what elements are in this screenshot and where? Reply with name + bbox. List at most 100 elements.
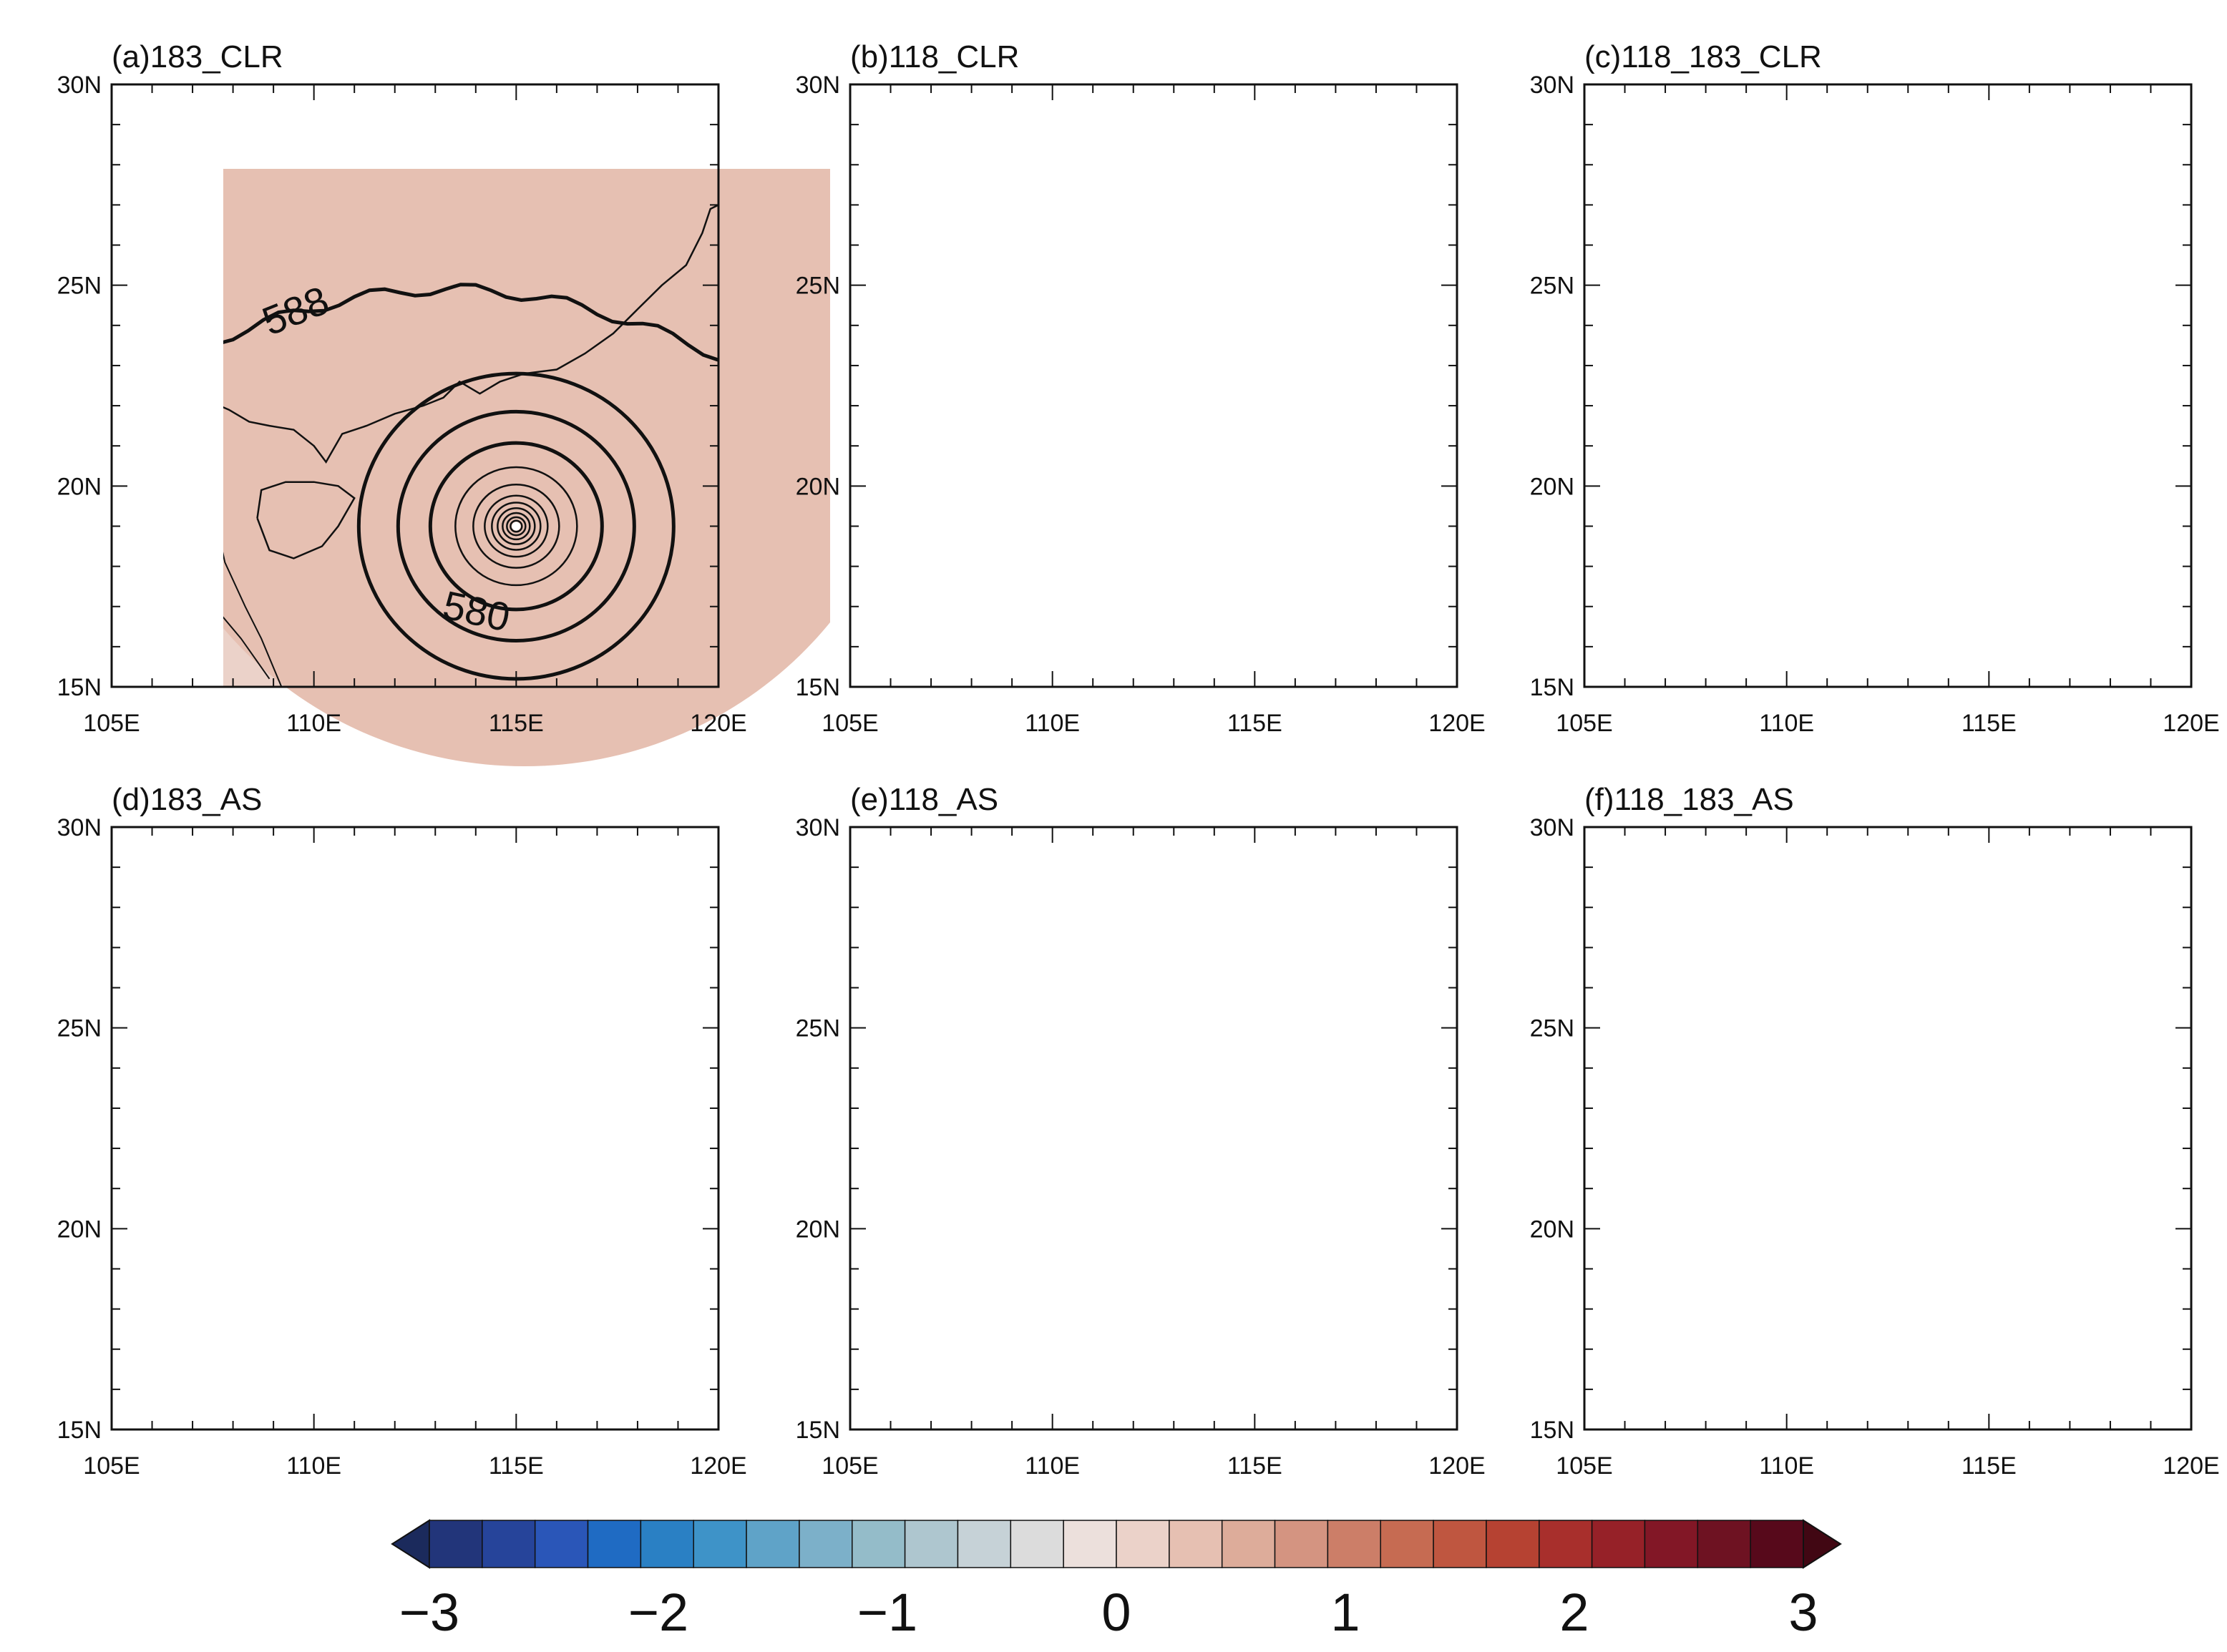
colorbar-swatch [1380, 1520, 1434, 1568]
low-contour [359, 1116, 673, 1422]
colorbar-swatch [1116, 1520, 1170, 1568]
low-contour [1169, 1186, 1340, 1352]
low-contour [510, 1264, 522, 1275]
low-contour [1983, 521, 1994, 532]
contour-label-588: 588 [995, 1020, 1073, 1086]
anomaly-level [1039, 891, 1487, 1322]
country-border [112, 615, 152, 687]
panel-title: (a)183_CLR [112, 39, 283, 74]
colorbar-tick-label: 0 [1101, 1583, 1131, 1642]
lat-tick-label: 30N [57, 814, 102, 841]
lat-tick-label: 30N [1530, 72, 1574, 99]
country-border [223, 552, 283, 688]
anomaly-level [1727, 853, 2227, 1373]
lon-tick-label: 120E [2163, 710, 2219, 737]
country-border [850, 506, 1008, 678]
lat-tick-label: 25N [1530, 1015, 1574, 1042]
panel-c: 588 580 15N 20N 25N 30N 105E 110E 115E 120E (c)118… [1530, 5, 2227, 766]
lat-tick-label: 20N [57, 1216, 102, 1243]
contour-label-580: 580 [439, 1324, 514, 1382]
anomaly-level [1890, 992, 2105, 1191]
panel-c-field: 588 580 [1584, 5, 2227, 766]
low-contour [1236, 508, 1273, 544]
colorbar: −3 −2 −1 0 1 2 3 [391, 1519, 1842, 1642]
colorbar-swatch [1591, 1520, 1646, 1568]
colorbar-swatch [799, 1520, 853, 1568]
negative-anomaly-band [1584, 827, 2191, 864]
low-contour [1928, 1210, 2050, 1328]
low-contour [507, 1260, 525, 1278]
lon-tick-label: 120E [1428, 1452, 1485, 1480]
coastline [1584, 205, 2191, 461]
colorbar-swatch [1221, 1520, 1276, 1568]
lon-tick-label: 115E [1227, 710, 1282, 737]
country-border [891, 1168, 1020, 1429]
low-centre [512, 522, 521, 531]
lon-tick-label: 120E [2163, 1452, 2219, 1480]
low-contour [1957, 1238, 2020, 1299]
low-contour [1223, 1238, 1286, 1299]
colorbar-tick-label: 1 [1330, 1583, 1360, 1642]
country-border [223, 616, 271, 680]
country-border [850, 1248, 1008, 1421]
colorbar-tick-label: 2 [1559, 1583, 1589, 1642]
colorbar-tick-label: −2 [628, 1583, 688, 1642]
low-contour [1983, 1264, 1994, 1275]
lon-tick-label: 115E [1227, 1452, 1282, 1480]
low-centre [1250, 522, 1259, 530]
contour-label-580: 580 [1912, 1324, 1987, 1382]
colorbar-swatch [640, 1520, 694, 1568]
colorbar-swatch [693, 1520, 747, 1568]
map-frame [849, 83, 1458, 688]
panel-b: 588 580 15N 20N 25N 30N 105E 110E 115E 120E (b)118… [796, 39, 1566, 737]
colorbar-swatch [1750, 1520, 1804, 1568]
low-contour [1249, 1264, 1260, 1275]
colorbar-swatch [957, 1520, 1012, 1568]
lat-tick-label: 15N [796, 674, 840, 701]
low-contour [484, 1238, 547, 1299]
contour-label-588: 588 [1729, 277, 1808, 343]
coastline [112, 947, 718, 1204]
low-centre [1984, 1264, 1993, 1273]
anomaly-level [960, 81, 1566, 668]
anomaly-background [850, 827, 1457, 1429]
coastline [850, 205, 1457, 461]
anomaly-level [872, 748, 1654, 1509]
panel-title: (d)183_AS [112, 782, 262, 817]
low-contour [502, 512, 531, 541]
lon-tick-label: 115E [1962, 710, 2017, 737]
low-contour [1970, 1251, 2007, 1286]
low-centre [512, 1264, 520, 1273]
low-contour [1831, 1116, 2146, 1422]
coastline [223, 204, 719, 464]
lat-tick-label: 15N [1530, 674, 1574, 701]
colorbar-swatch [1274, 1520, 1329, 1568]
low-contour [398, 1154, 634, 1383]
lat-tick-label: 20N [1530, 473, 1574, 500]
colorbar-tick-label: 3 [1788, 1583, 1818, 1642]
low-contour [506, 516, 527, 537]
anomaly-level [972, 834, 1553, 1397]
lon-tick-label: 115E [1962, 1452, 2017, 1480]
panel-d: 588 580 15N 20N 25N 30N 105E 110E 115E 120E (d)183… [57, 782, 747, 1480]
anomaly-level [1106, 949, 1420, 1248]
anomaly-background [1584, 827, 2191, 1429]
low-contour [1230, 1245, 1279, 1292]
country-border [1625, 1168, 1755, 1429]
country-border [1584, 506, 1743, 678]
low-contour [428, 441, 604, 612]
contour-588 [223, 283, 719, 362]
anomaly-level [1768, 888, 2226, 1328]
contour-588 [850, 285, 1457, 386]
lon-tick-label: 105E [1556, 710, 1612, 737]
low-contour [1903, 1186, 2075, 1352]
contour-588 [1584, 1027, 2191, 1128]
low-contour [396, 409, 636, 643]
low-contour [1975, 1256, 2002, 1282]
low-contour [1194, 1210, 1315, 1328]
colorbar-swatch [1539, 1520, 1593, 1568]
lon-tick-label: 110E [1025, 710, 1080, 737]
low-contour [1957, 496, 2020, 557]
